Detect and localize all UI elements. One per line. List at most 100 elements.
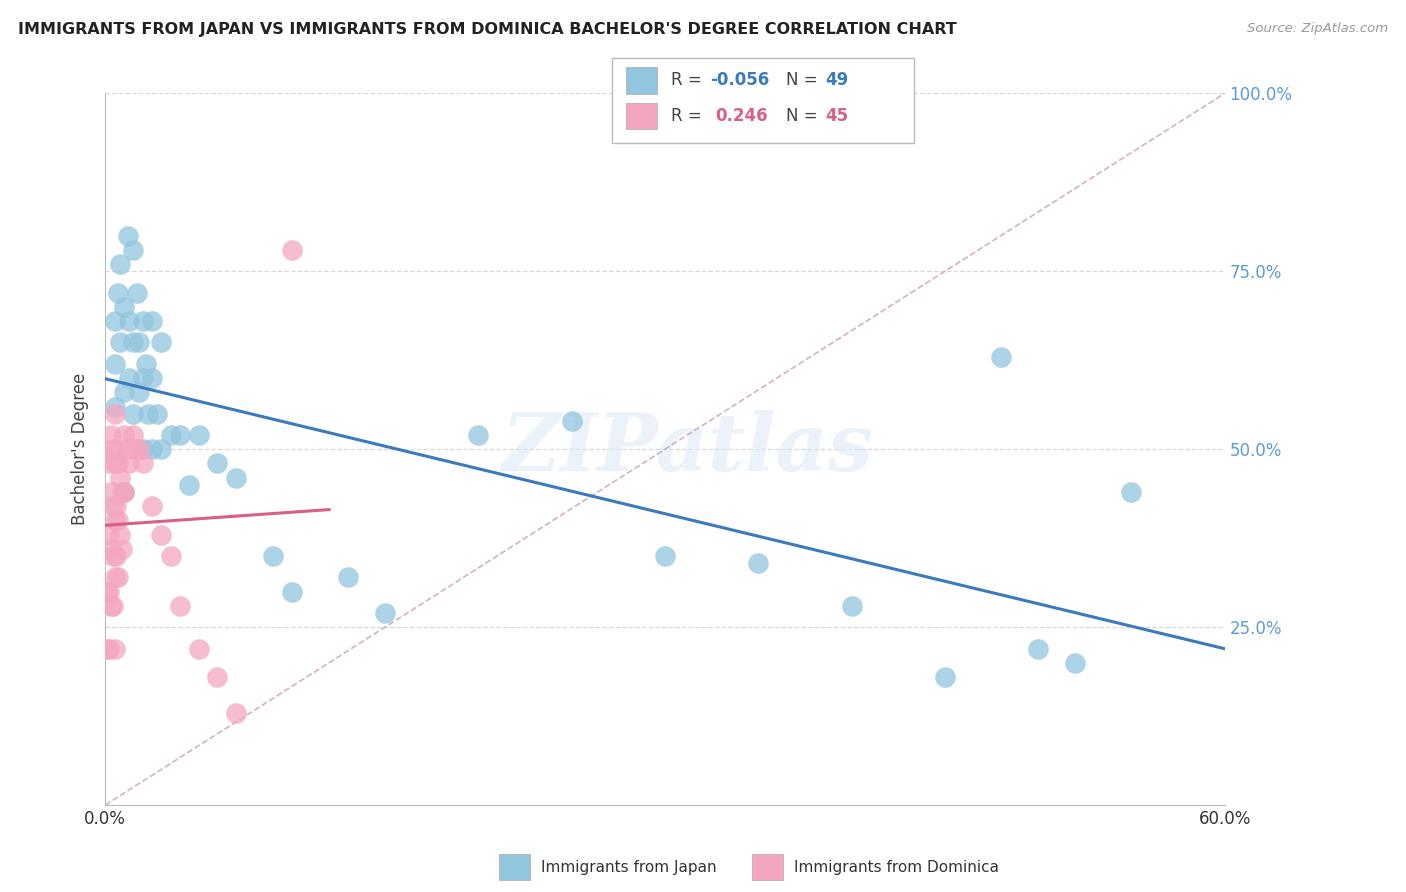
Point	[107, 285, 129, 300]
Point	[108, 257, 131, 271]
Point	[131, 371, 153, 385]
Point	[103, 570, 125, 584]
Point	[262, 549, 284, 563]
Point	[100, 541, 122, 556]
Point	[108, 527, 131, 541]
Point	[128, 385, 150, 400]
Point	[225, 471, 247, 485]
Point	[146, 407, 169, 421]
Point	[281, 243, 304, 257]
Point	[111, 484, 134, 499]
Point	[141, 442, 163, 457]
Point	[118, 457, 141, 471]
Point	[205, 670, 228, 684]
Point	[125, 285, 148, 300]
Text: 0.246: 0.246	[716, 107, 768, 125]
Point	[97, 584, 120, 599]
Point	[179, 478, 201, 492]
Point	[112, 428, 135, 442]
Point	[103, 407, 125, 421]
Point	[225, 706, 247, 720]
Point	[141, 371, 163, 385]
Text: 49: 49	[825, 71, 849, 89]
Text: IMMIGRANTS FROM JAPAN VS IMMIGRANTS FROM DOMINICA BACHELOR'S DEGREE CORRELATION : IMMIGRANTS FROM JAPAN VS IMMIGRANTS FROM…	[18, 22, 957, 37]
Point	[122, 428, 145, 442]
Point	[169, 599, 191, 613]
Text: Immigrants from Japan: Immigrants from Japan	[541, 860, 717, 874]
Point	[187, 428, 209, 442]
Text: N =: N =	[786, 107, 823, 125]
Point	[841, 599, 863, 613]
Point	[103, 457, 125, 471]
Point	[118, 371, 141, 385]
Point	[141, 314, 163, 328]
Point	[654, 549, 676, 563]
Point	[108, 471, 131, 485]
Point	[107, 457, 129, 471]
Point	[336, 570, 359, 584]
Point	[131, 442, 153, 457]
Point	[111, 541, 134, 556]
Text: Source: ZipAtlas.com: Source: ZipAtlas.com	[1247, 22, 1388, 36]
Point	[150, 335, 173, 350]
Point	[150, 527, 173, 541]
Point	[135, 357, 157, 371]
Point	[103, 641, 125, 656]
Point	[108, 335, 131, 350]
Point	[467, 428, 489, 442]
Point	[187, 641, 209, 656]
Point	[112, 484, 135, 499]
Point	[747, 556, 769, 570]
Point	[100, 428, 122, 442]
Point	[112, 484, 135, 499]
Y-axis label: Bachelor's Degree: Bachelor's Degree	[72, 373, 89, 525]
Point	[107, 513, 129, 527]
Point	[117, 442, 139, 457]
Point	[118, 314, 141, 328]
Text: R =: R =	[671, 71, 707, 89]
Point	[97, 641, 120, 656]
Point	[112, 300, 135, 314]
Point	[97, 457, 120, 471]
Point	[105, 499, 128, 513]
Point	[105, 442, 128, 457]
Point	[100, 484, 122, 499]
Point	[97, 527, 120, 541]
Point	[159, 428, 181, 442]
Point	[150, 442, 173, 457]
Text: -0.056: -0.056	[710, 71, 769, 89]
Point	[374, 606, 396, 620]
Point	[131, 314, 153, 328]
Point	[169, 428, 191, 442]
Point	[1064, 656, 1087, 670]
Point	[122, 335, 145, 350]
Point	[122, 407, 145, 421]
Point	[141, 499, 163, 513]
Point	[101, 599, 124, 613]
Point	[934, 670, 956, 684]
Point	[96, 641, 118, 656]
Point	[1121, 484, 1143, 499]
Point	[159, 549, 181, 563]
Point	[101, 442, 124, 457]
Point	[103, 513, 125, 527]
Point	[990, 350, 1012, 364]
Point	[100, 599, 122, 613]
Text: Immigrants from Dominica: Immigrants from Dominica	[794, 860, 1000, 874]
Point	[131, 457, 153, 471]
Text: 45: 45	[825, 107, 848, 125]
Point	[103, 314, 125, 328]
Point	[1026, 641, 1049, 656]
Text: N =: N =	[786, 71, 823, 89]
Point	[117, 228, 139, 243]
Point	[561, 414, 583, 428]
Point	[205, 457, 228, 471]
Point	[101, 499, 124, 513]
Point	[124, 442, 146, 457]
Point	[101, 549, 124, 563]
Point	[281, 584, 304, 599]
Point	[122, 243, 145, 257]
Point	[136, 407, 159, 421]
Point	[128, 335, 150, 350]
Point	[103, 357, 125, 371]
